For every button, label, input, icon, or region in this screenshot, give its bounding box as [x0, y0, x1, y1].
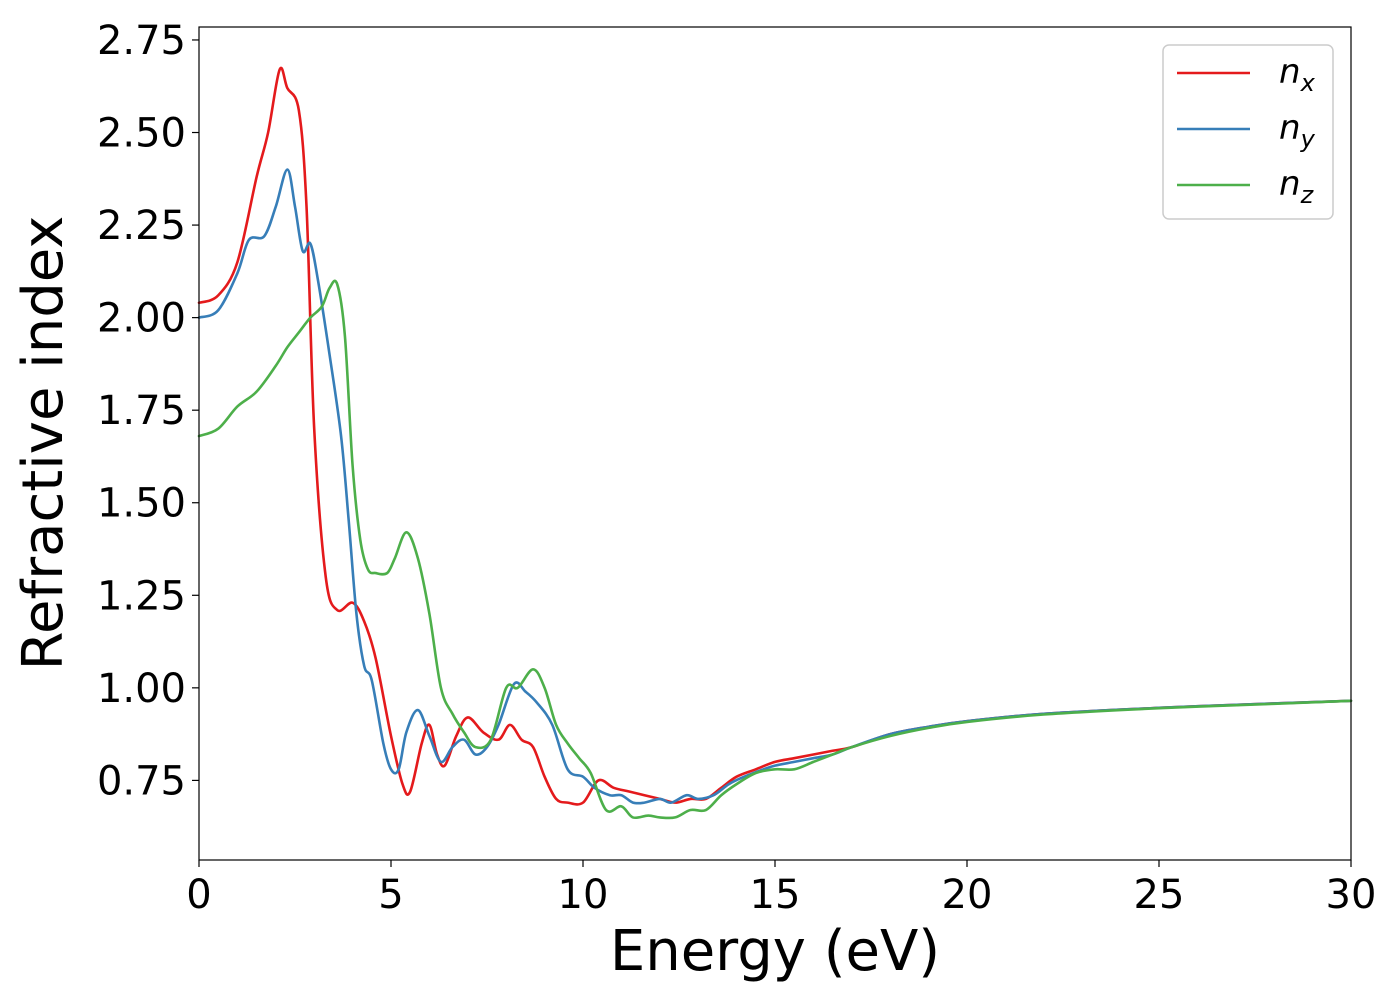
y-axis-title: Refractive index	[11, 216, 76, 671]
y-tick-label: 0.75	[97, 758, 186, 804]
x-tick-label: 10	[558, 872, 609, 918]
plot-area	[199, 27, 1351, 860]
series-line-n-z	[197, 279, 1353, 820]
x-tick-label: 15	[750, 872, 801, 918]
x-tick-label: 5	[378, 872, 403, 918]
x-axis-title: Energy (eV)	[610, 919, 940, 984]
legend-label-n-z: nz	[1279, 164, 1315, 209]
legend-box	[1162, 44, 1334, 220]
y-tick-label: 1.00	[97, 666, 186, 712]
y-tick-label: 2.00	[97, 296, 186, 342]
x-tick-label: 20	[942, 872, 993, 918]
x-tick-label: 25	[1134, 872, 1185, 918]
legend: nx ny nz	[1162, 44, 1334, 220]
series-layer	[197, 66, 1353, 820]
y-tick-label: 2.75	[97, 18, 186, 64]
y-tick-label: 1.50	[97, 481, 186, 527]
y-tick-label: 2.25	[97, 203, 186, 249]
y-tick-label: 1.25	[97, 573, 186, 619]
x-tick-label: 0	[186, 872, 211, 918]
y-axis-ticks: 0.75 1.00 1.25 1.50 1.75 2.00 2.25 2.50 2.75	[97, 18, 199, 804]
legend-label-n-x: nx	[1279, 52, 1316, 97]
series-line-n-x	[197, 66, 1353, 806]
y-tick-label: 2.50	[97, 111, 186, 157]
x-tick-label: 30	[1326, 872, 1377, 918]
x-axis-ticks: 0 5 10 15 20 25 30	[186, 860, 1376, 918]
legend-label-n-y: ny	[1279, 108, 1316, 153]
y-tick-label: 1.75	[97, 388, 186, 434]
